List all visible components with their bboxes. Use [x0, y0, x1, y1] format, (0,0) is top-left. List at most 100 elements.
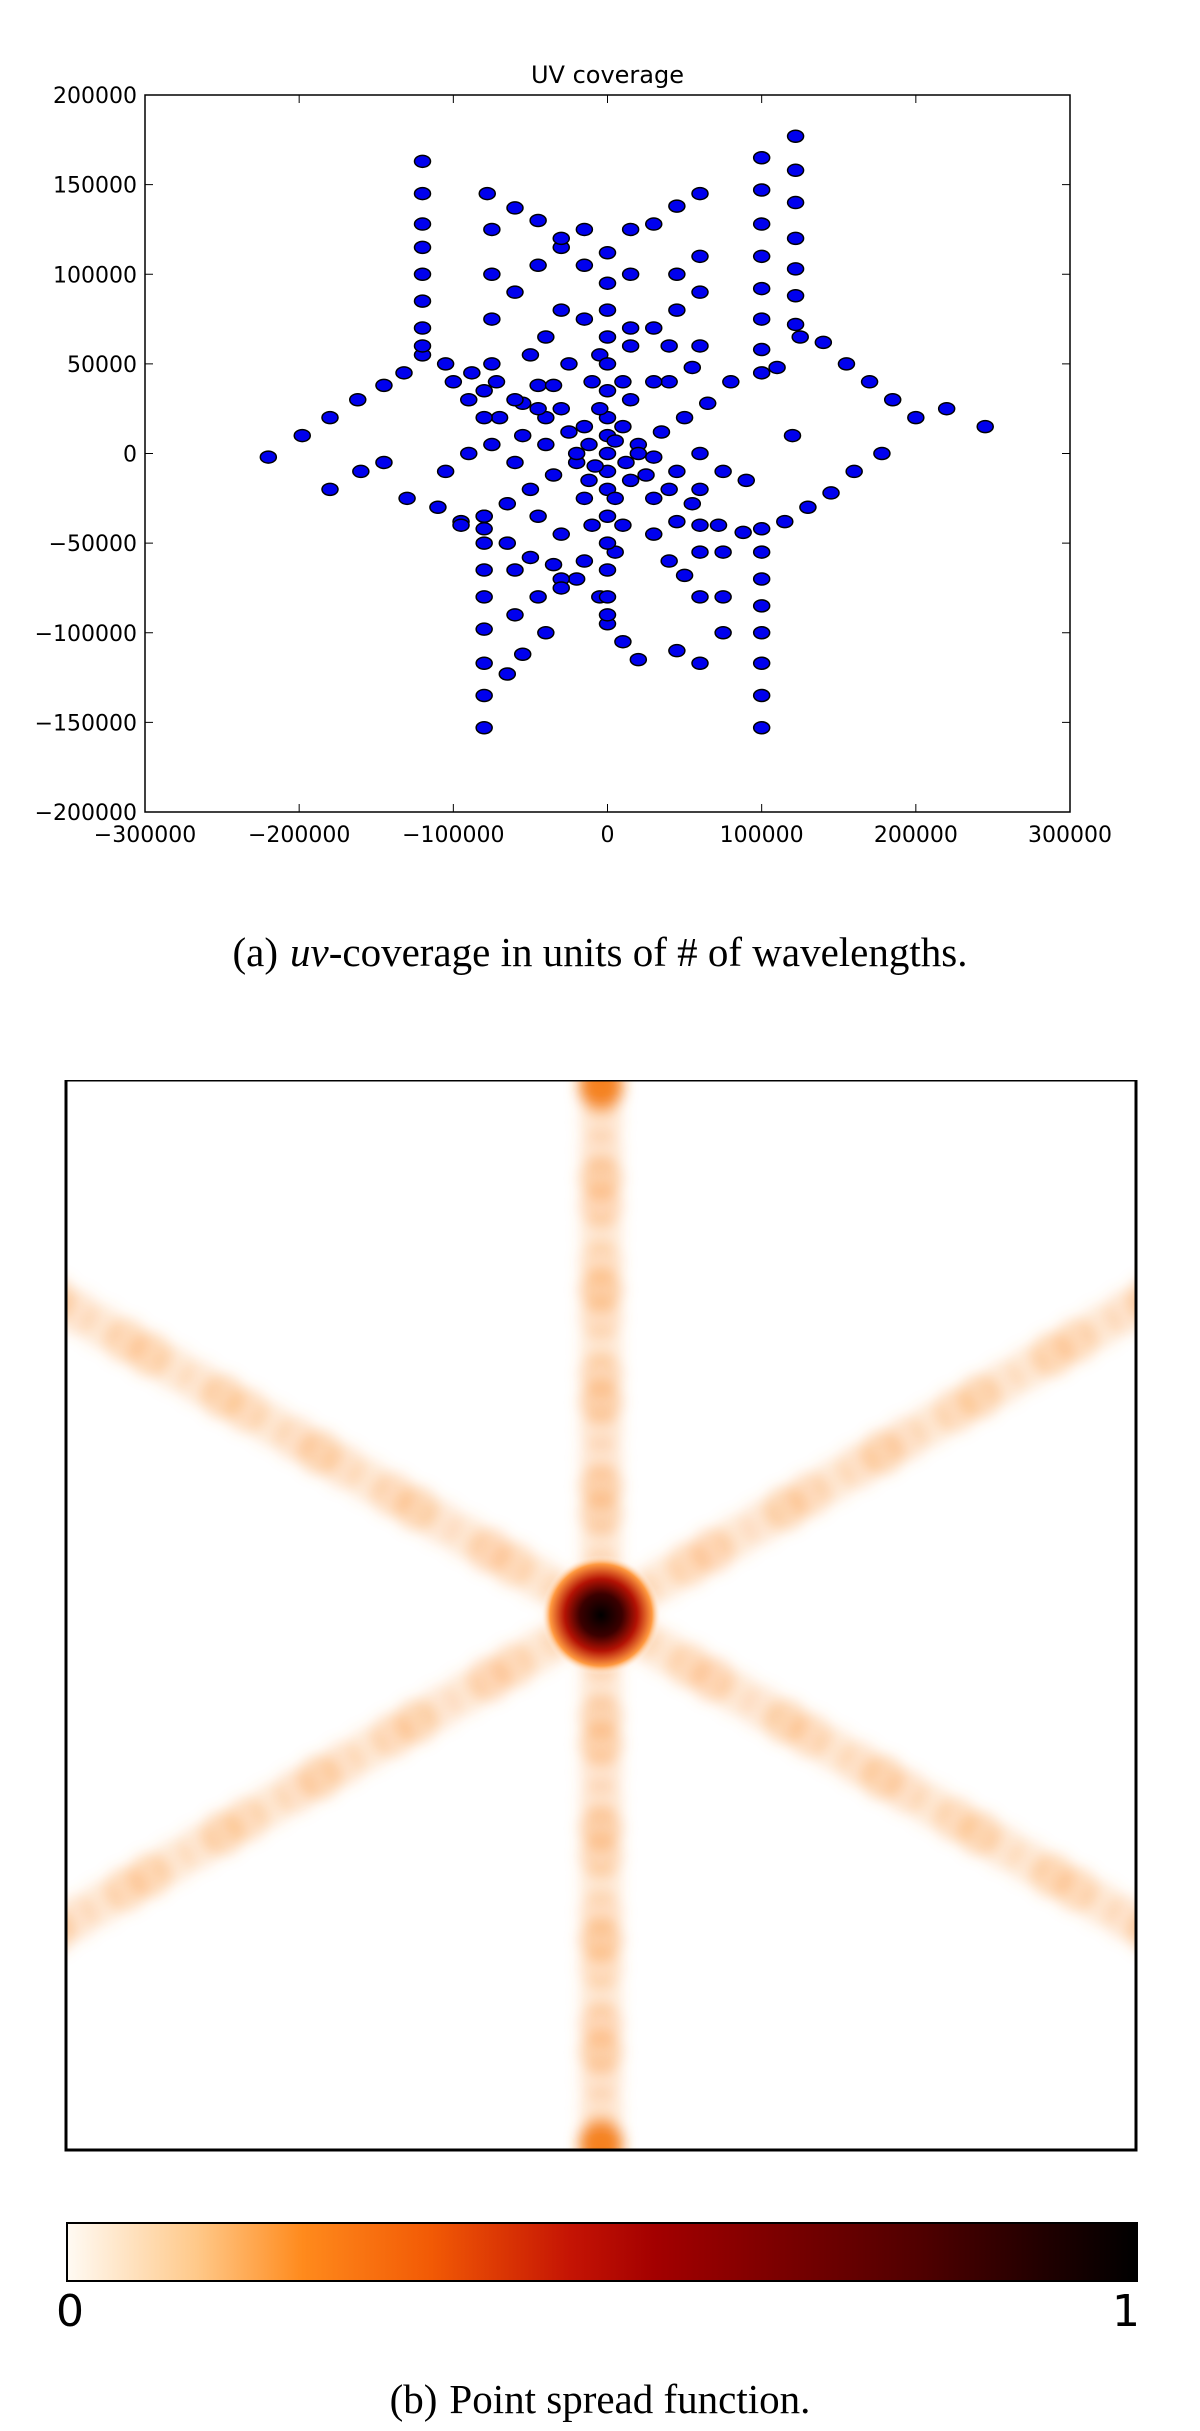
- psf-edge-blob: [579, 1080, 623, 1107]
- uv-point: [675, 410, 694, 425]
- uv-point: [483, 437, 501, 452]
- colorbar-gradient: [66, 2222, 1138, 2282]
- uv-point: [752, 217, 771, 231]
- uv-coverage-figure: UV coverage −300000 −200000 −100000 0 100000 2…: [0, 0, 1200, 900]
- psf-ray: [579, 1638, 623, 2150]
- uv-point: [591, 401, 609, 416]
- uv-point: [614, 634, 632, 649]
- uv-point: [786, 129, 805, 143]
- x-tick-label: −200000: [248, 823, 350, 848]
- uv-point: [606, 491, 624, 506]
- uv-point: [722, 375, 740, 389]
- uv-point: [617, 455, 635, 470]
- uv-point: [786, 163, 805, 178]
- uv-point: [506, 285, 524, 299]
- uv-point: [321, 482, 339, 497]
- uv-point: [529, 590, 547, 604]
- uv-point: [976, 419, 994, 434]
- uv-point: [521, 550, 540, 565]
- uv-point: [734, 525, 752, 540]
- psf-frame: [64, 1078, 1138, 2152]
- uv-point: [436, 464, 455, 479]
- psf-ray: [579, 1080, 623, 1592]
- uv-point: [668, 643, 686, 658]
- y-tick-label: 200000: [53, 84, 137, 109]
- uv-point: [483, 267, 501, 281]
- uv-point: [552, 303, 570, 317]
- colorbar-max-label: 1: [1112, 2286, 1140, 2337]
- caption-b-text: Point spread function.: [449, 2376, 811, 2422]
- chart-title: UV coverage: [531, 61, 684, 89]
- uv-point: [907, 410, 925, 425]
- uv-point: [483, 222, 501, 237]
- uv-point: [575, 491, 594, 506]
- uv-point: [621, 339, 640, 353]
- uv-point: [860, 375, 879, 389]
- psf-figure: [0, 1078, 1200, 2200]
- psf-lobe: [0, 1952, 2, 1996]
- uv-point: [506, 563, 524, 577]
- uv-point: [529, 213, 547, 228]
- y-tick-label: 50000: [67, 353, 137, 378]
- uv-point: [413, 186, 432, 201]
- uv-point: [598, 590, 617, 604]
- uv-point: [598, 536, 617, 550]
- uv-point: [668, 267, 686, 281]
- uv-point: [575, 419, 594, 434]
- y-tick-label: −150000: [35, 711, 137, 736]
- uv-point: [786, 231, 805, 246]
- uv-point: [580, 473, 598, 488]
- uv-point: [637, 468, 655, 482]
- uv-coverage-plot: UV coverage−300000 −200000 −100000 0 100000 2…: [35, 61, 1112, 848]
- uv-point: [883, 392, 902, 407]
- uv-point: [521, 348, 540, 362]
- uv-point: [652, 425, 671, 439]
- psf-ray: [617, 1280, 1136, 1615]
- uv-point: [475, 509, 493, 523]
- x-tick-label: 100000: [720, 823, 804, 848]
- uv-point: [621, 473, 640, 488]
- uv-point: [490, 410, 509, 425]
- uv-point: [475, 384, 493, 398]
- psf-lobe: [66, 1913, 75, 1950]
- uv-point: [768, 360, 786, 375]
- uv-point: [586, 459, 604, 473]
- uv-point: [460, 392, 478, 407]
- uv-point: [529, 378, 547, 393]
- uv-point: [506, 455, 524, 470]
- uv-point: [691, 545, 709, 559]
- uv-point: [537, 330, 555, 344]
- uv-point: [506, 201, 524, 215]
- uv-point: [645, 491, 663, 506]
- uv-point: [714, 590, 732, 604]
- uv-point: [786, 317, 805, 332]
- uv-point: [506, 608, 524, 622]
- uv-point: [668, 464, 686, 479]
- uv-point: [752, 281, 771, 296]
- uv-point: [529, 509, 547, 523]
- uv-point: [598, 509, 617, 523]
- uv-point: [598, 563, 617, 577]
- uv-point: [475, 522, 493, 536]
- psf-lobe: [1151, 1924, 1195, 1968]
- uv-point: [475, 563, 493, 577]
- caption-b-label: (b): [389, 2376, 438, 2422]
- uv-point: [752, 183, 771, 197]
- psf-lobe: [0, 1938, 26, 1982]
- uv-point: [786, 289, 805, 303]
- psf-lobe: [0, 1235, 2, 1279]
- uv-point: [475, 656, 493, 670]
- y-tick-label: −100000: [35, 622, 137, 647]
- uv-point: [475, 622, 493, 636]
- uv-point: [752, 688, 771, 703]
- uv-point: [575, 312, 594, 326]
- uv-point: [752, 522, 771, 536]
- uv-point: [776, 514, 794, 529]
- uv-point: [837, 357, 856, 371]
- uv-point: [698, 396, 717, 411]
- uv-point: [799, 500, 817, 515]
- uv-point: [413, 240, 432, 255]
- uv-point: [583, 518, 601, 532]
- uv-point: [560, 425, 578, 439]
- uv-point: [544, 378, 563, 393]
